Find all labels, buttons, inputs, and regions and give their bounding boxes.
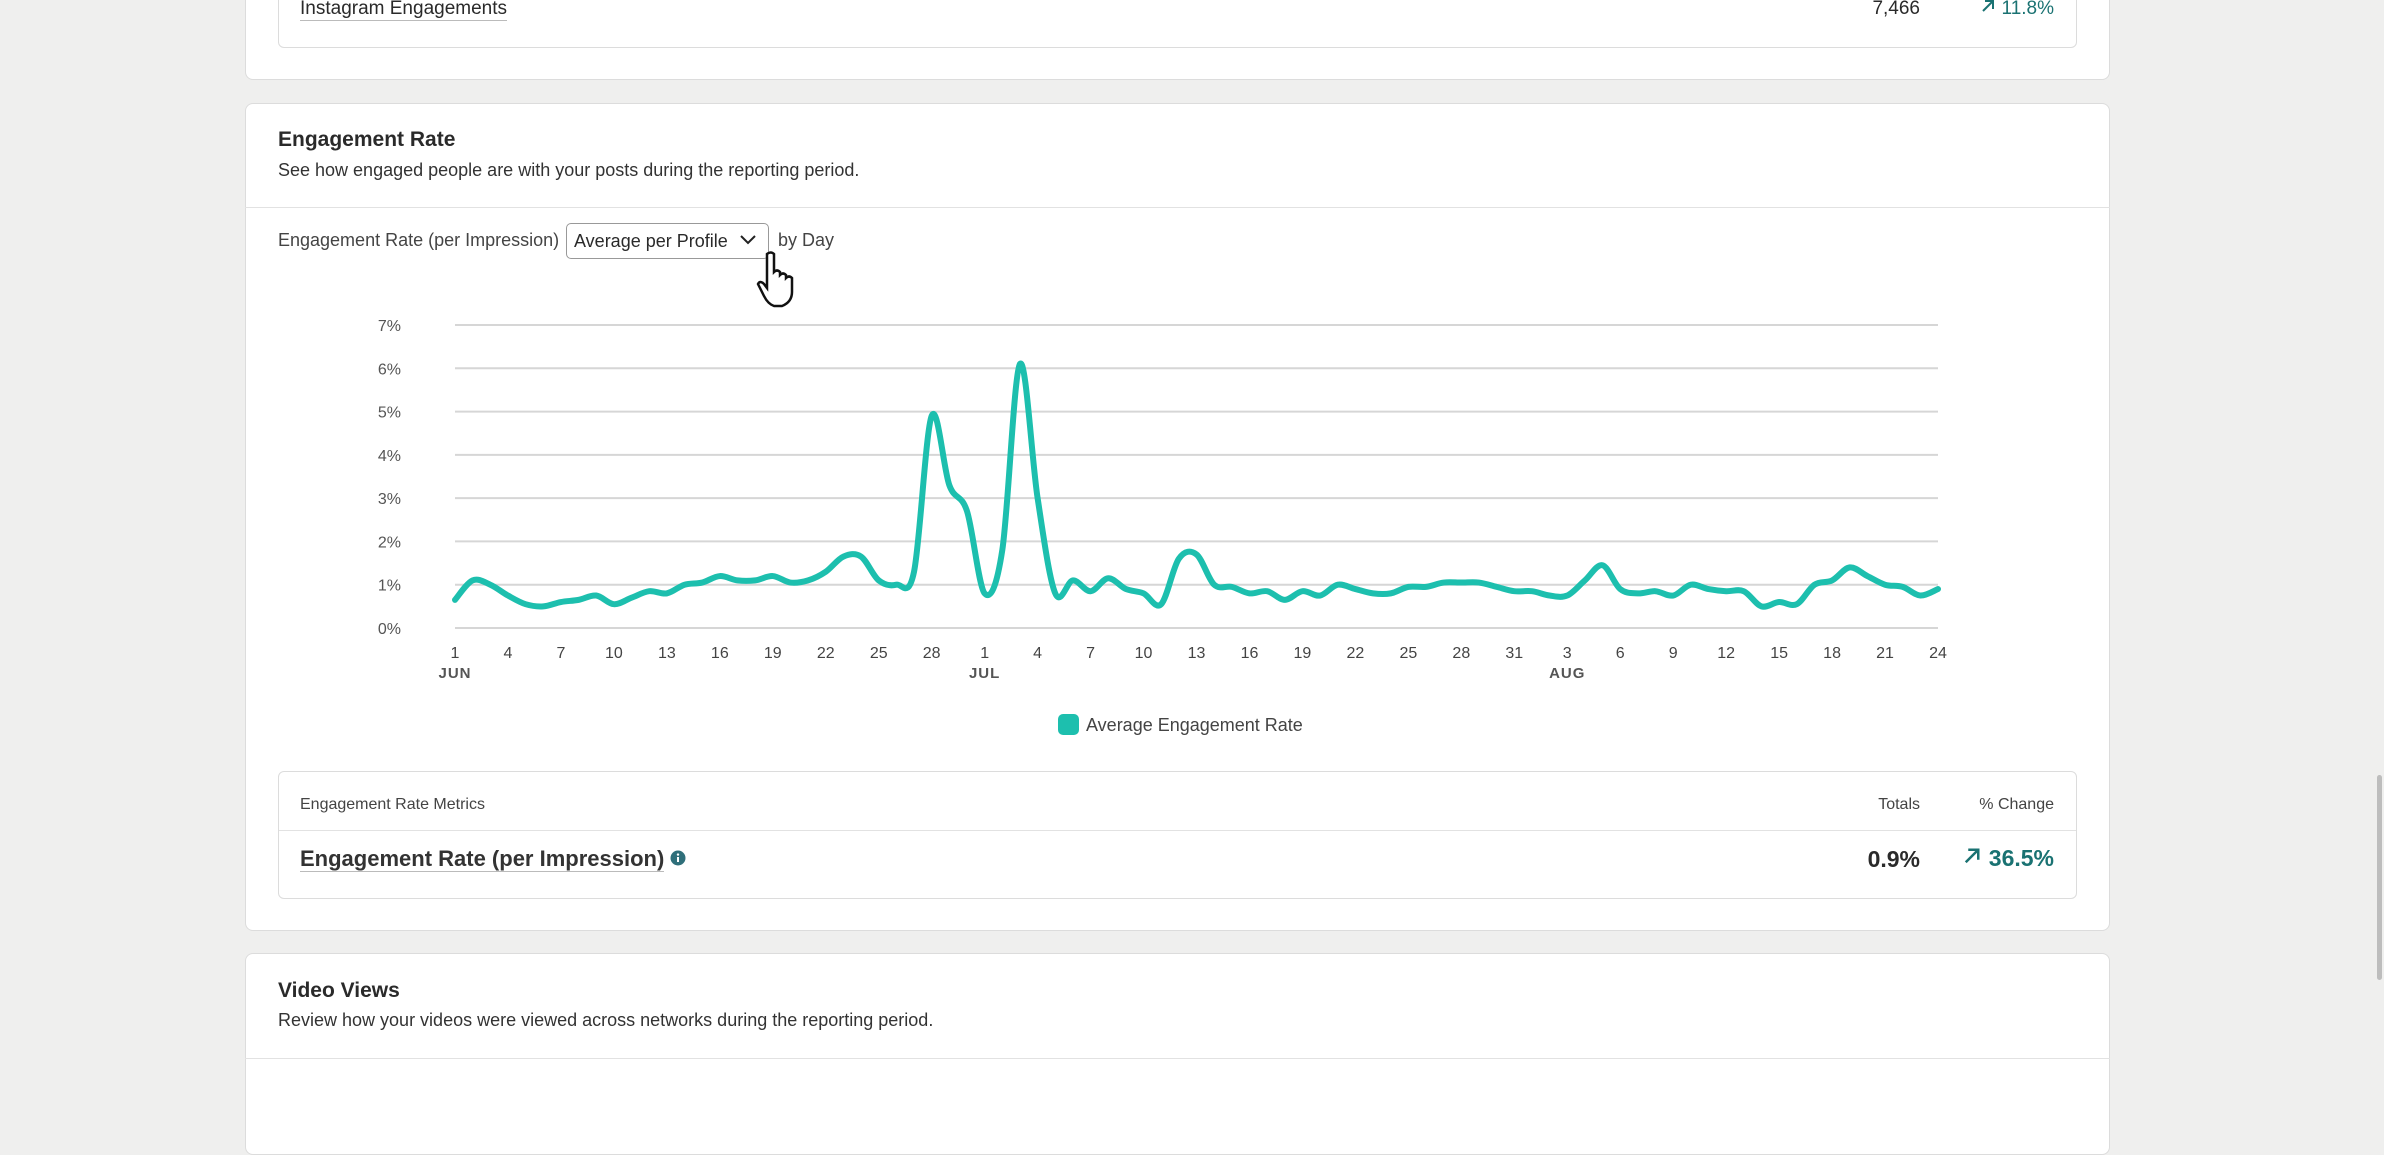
chart: 0% 1% 2% 3% 4% 5% 6% 7% 1 JUN 4 7 10 13 16 19 22 25 28 1 JUL… (378, 318, 1947, 735)
x-tick-label: 10 (605, 645, 623, 662)
x-tick-label: 1 (980, 645, 989, 662)
y-tick-label: 6% (378, 361, 401, 378)
chevron (740, 235, 756, 245)
x-tick-label: 4 (1033, 645, 1042, 662)
y-tick-label: 3% (378, 491, 401, 508)
legend-swatch (1058, 714, 1079, 735)
x-tick-label: 16 (1241, 645, 1259, 662)
y-tick-label: 5% (378, 405, 401, 422)
x-tick-label: 9 (1669, 645, 1678, 662)
info-icon[interactable] (670, 850, 686, 866)
x-tick-label: 6 (1616, 645, 1625, 662)
x-tick-label: 31 (1505, 645, 1523, 662)
dropdown-value: Average per Profile (574, 231, 728, 251)
x-tick-label: 7 (1086, 645, 1095, 662)
video-card (245, 953, 2110, 1155)
x-tick-label: 12 (1717, 645, 1735, 662)
x-tick-label: 22 (817, 645, 835, 662)
y-tick-label: 4% (378, 448, 401, 465)
x-tick-label: 19 (764, 645, 782, 662)
card-subtitle: Review how your videos were viewed acros… (278, 1010, 934, 1030)
top-table (278, 0, 2077, 48)
metric-total: 0.9% (1867, 846, 1920, 872)
row-label[interactable]: Instagram Engagements (300, 0, 508, 21)
month-label: JUL (969, 665, 1000, 682)
y-tick-label: 2% (378, 534, 401, 551)
x-tick-label: 10 (1135, 645, 1153, 662)
change-value: 11.8% (2001, 0, 2054, 19)
x-tick-label: 28 (1452, 645, 1470, 662)
x-tick-label: 25 (1399, 645, 1417, 662)
change-header: % Change (1979, 796, 2054, 813)
x-tick-label: 7 (556, 645, 565, 662)
y-tick-label: 0% (378, 621, 401, 638)
card-title: Video Views (278, 979, 400, 1002)
month-label: JUN (438, 665, 471, 682)
x-tick-label: 13 (1188, 645, 1206, 662)
x-tick-label: 22 (1346, 645, 1364, 662)
x-tick-label: 24 (1929, 645, 1947, 662)
page: Instagram Engagements 7,466 11.8% Engage… (245, 0, 2382, 1155)
metrics-table (278, 771, 2077, 899)
card-subtitle: See how engaged people are with your pos… (278, 160, 860, 180)
metrics-header: Engagement Rate Metrics (300, 796, 485, 813)
x-tick-label: 15 (1770, 645, 1788, 662)
x-tick-label: 4 (504, 645, 513, 662)
card-title: Engagement Rate (278, 128, 456, 151)
x-tick-label: 21 (1876, 645, 1894, 662)
divider (279, 830, 2076, 831)
x-tick-label: 19 (1294, 645, 1312, 662)
y-tick-label: 7% (378, 318, 401, 335)
control-suffix: by Day (778, 230, 835, 250)
totals-header: Totals (1878, 796, 1920, 813)
y-tick-label: 1% (378, 578, 401, 595)
x-tick-label: 1 (451, 645, 460, 662)
line-series (452, 360, 1941, 610)
x-tick-label: 13 (658, 645, 676, 662)
metric-label[interactable]: Engagement Rate (per Impression) (300, 846, 665, 872)
up-arrow (1965, 848, 1980, 864)
row-total: 7,466 (1872, 0, 1920, 19)
metric-row: Engagement Rate (per Impression) (300, 846, 686, 872)
divider (245, 1058, 2110, 1059)
x-tick-label: 18 (1823, 645, 1841, 662)
month-label: AUG (1549, 665, 1585, 682)
dropdown[interactable]: Average per Profile (566, 223, 769, 259)
legend-label: Average Engagement Rate (1086, 715, 1303, 735)
control-label: Engagement Rate (per Impression) (278, 230, 560, 250)
scrollbar[interactable] (2377, 775, 2382, 980)
row-change: 11.8% (1980, 0, 2054, 20)
metric-change: 36.5% (1962, 845, 2054, 872)
x-tick-label: 25 (870, 645, 888, 662)
x-tick-label: 16 (711, 645, 729, 662)
cursor (756, 251, 794, 308)
x-tick-label: 3 (1563, 645, 1572, 662)
up-arrow (1982, 0, 1995, 12)
divider (245, 207, 2110, 208)
change-value: 36.5% (1988, 845, 2054, 871)
x-tick-label: 28 (923, 645, 941, 662)
